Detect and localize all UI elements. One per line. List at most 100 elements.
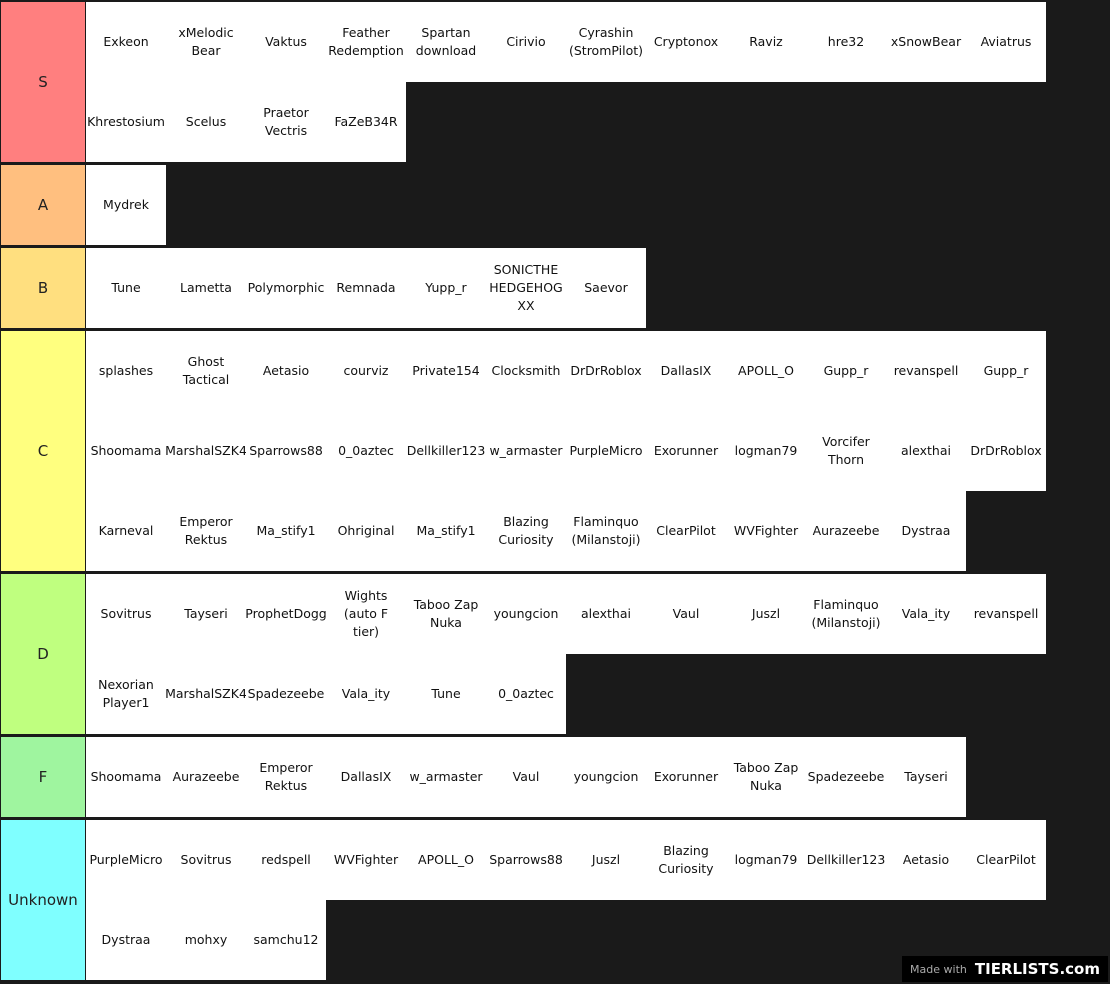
tier-item: Dellkiller123 [806,820,886,900]
tier-item: Private154 [406,331,486,411]
tier-item: Clocksmith [486,331,566,411]
tier-item: samchu12 [246,900,326,980]
tier-item: WVFighter [326,820,406,900]
tier-item: Khrestosium [86,82,166,162]
tier-item: Vaul [646,574,726,654]
tier-items: Sovitrus Tayseri ProphetDogg Wights (auto F… [86,574,1046,734]
tier-item: Juszl [726,574,806,654]
tier-item: Shoomama [86,411,166,491]
tier-item: Praetor Vectris [246,82,326,162]
tier-item: Saevor [566,248,646,328]
tier-item: FaZeB34R [326,82,406,162]
tier-row: A Mydrek [0,165,1110,245]
tier-item: revanspell [966,574,1046,654]
tier-item: Tayseri [166,574,246,654]
tier-item: Exorunner [646,737,726,817]
tier-label: Unknown [1,820,85,980]
tier-item: Cirivio [486,2,566,82]
tier-item: DrDrRoblox [966,411,1046,491]
tier-item: Aviatrus [966,2,1046,82]
tier-item: Emperor Rektus [246,737,326,817]
tier-item: Cryptonox [646,2,726,82]
tier-item: Ghost Tactical [166,331,246,411]
tier-item: Vaul [486,737,566,817]
tier-item: SONICTHE HEDGEHOG XX [486,248,566,328]
tier-items: Exkeon xMelodic Bear Vaktus Feather Redempt… [86,2,1046,162]
tier-item: DallasIX [646,331,726,411]
tier-item: Sovitrus [166,820,246,900]
tier-item: Taboo Zap Nuka [726,737,806,817]
tier-item: Ohriginal [326,491,406,571]
tier-row: S Exkeon xMelodic Bear Vaktus Feather Redemp… [0,2,1110,162]
tier-item: Emperor Rektus [166,491,246,571]
tier-item: MarshalSZK4 [166,654,246,734]
tier-item: Lametta [166,248,246,328]
tier-item: ClearPilot [646,491,726,571]
tier-label: F [1,737,85,817]
tier-item: Taboo Zap Nuka [406,574,486,654]
tier-item: Blazing Curiosity [486,491,566,571]
tier-item: courviz [326,331,406,411]
tier-item: Dystraa [86,900,166,980]
tier-item: DrDrRoblox [566,331,646,411]
tier-item: 0_0aztec [486,654,566,734]
tier-item: Tayseri [886,737,966,817]
tier-item: Ma_stify1 [246,491,326,571]
tier-item: ClearPilot [966,820,1046,900]
tier-item: youngcion [486,574,566,654]
tier-item: youngcion [566,737,646,817]
tier-item: Vala_ity [886,574,966,654]
tier-item: DallasIX [326,737,406,817]
tier-item: Flaminquo (Milanstoji) [806,574,886,654]
tier-item: Sparrows88 [246,411,326,491]
tier-item: xMelodic Bear [166,2,246,82]
tier-item: xSnowBear [886,2,966,82]
tier-item: hre32 [806,2,886,82]
tier-item: Aurazeebe [806,491,886,571]
tier-item: Juszl [566,820,646,900]
tier-item: logman79 [726,411,806,491]
tier-item: Remnada [326,248,406,328]
tier-item: Wights (auto F tier) [326,574,406,654]
tier-item: Vala_ity [326,654,406,734]
tier-item: Tune [406,654,486,734]
tier-item: PurpleMicro [566,411,646,491]
tier-items: Mydrek [86,165,1046,245]
tier-item: ProphetDogg [246,574,326,654]
tier-item: Mydrek [86,165,166,245]
tier-label: S [1,2,85,162]
tier-label: B [1,248,85,328]
tier-item: Tune [86,248,166,328]
tier-item: 0_0aztec [326,411,406,491]
tier-items: PurpleMicro Sovitrus redspell WVFighter APOL… [86,820,1046,980]
tier-item: APOLL_O [406,820,486,900]
tier-item: w_armaster [486,411,566,491]
tier-item: Scelus [166,82,246,162]
tier-row: D Sovitrus Tayseri ProphetDogg Wights (auto … [0,574,1110,734]
tier-item: Gupp_r [806,331,886,411]
tier-item: w_armaster [406,737,486,817]
watermark-prefix: Made with [910,962,967,976]
tier-item: Dellkiller123 [406,411,486,491]
tier-item: APOLL_O [726,331,806,411]
tier-item: logman79 [726,820,806,900]
tier-item: alexthai [566,574,646,654]
tier-item: Shoomama [86,737,166,817]
watermark-brand: TIERLISTS.com [974,960,1100,978]
tier-item: revanspell [886,331,966,411]
tier-item: Raviz [726,2,806,82]
tier-item: Cyrashin (StromPilot) [566,2,646,82]
tier-item: Polymorphic [246,248,326,328]
tier-item: Nexorian Player1 [86,654,166,734]
tier-item: Aetasio [246,331,326,411]
tier-items: Shoomama Aurazeebe Emperor Rektus DallasIX w… [86,737,1046,817]
tier-item: Blazing Curiosity [646,820,726,900]
tier-row: B Tune Lametta Polymorphic Remnada Yupp_r SONI… [0,248,1110,328]
tier-label: A [1,165,85,245]
tier-row: F Shoomama Aurazeebe Emperor Rektus DallasIX… [0,737,1110,817]
tier-item: Karneval [86,491,166,571]
tier-item: splashes [86,331,166,411]
